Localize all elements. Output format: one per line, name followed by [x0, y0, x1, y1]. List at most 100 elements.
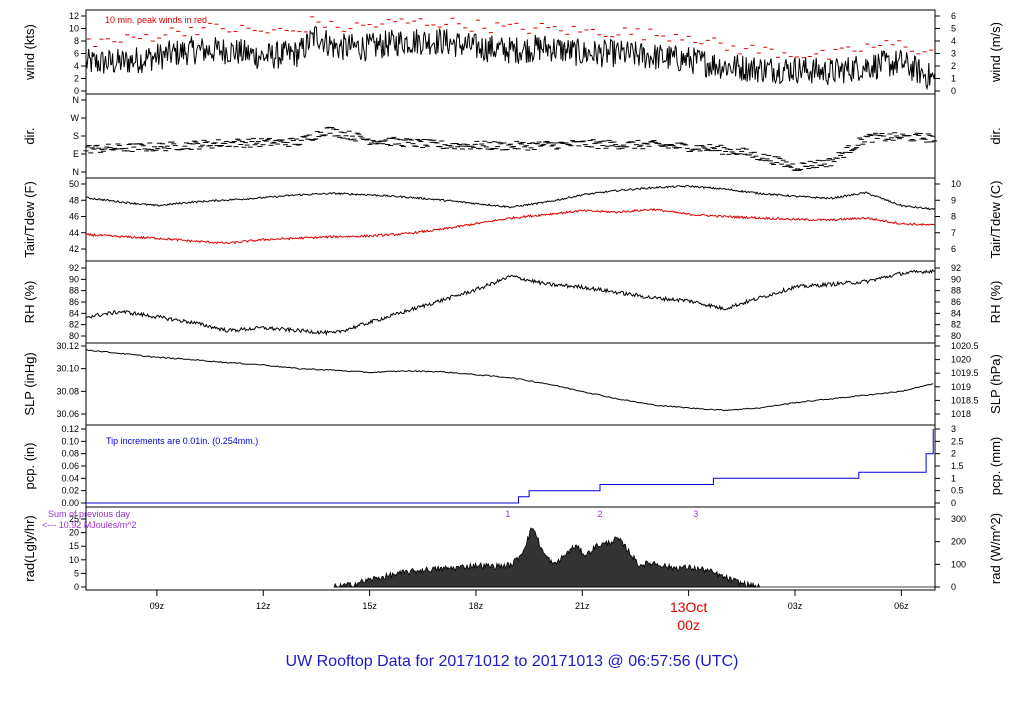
right-tick-label: 86 — [951, 297, 961, 307]
left-tick-label: 5 — [74, 568, 79, 578]
dew-point-line — [85, 207, 935, 245]
left-tick-label: 0 — [74, 86, 79, 96]
left-tick-label: 0.12 — [61, 424, 79, 434]
left-tick-label: 10 — [69, 24, 79, 34]
left-tick-label: 80 — [69, 331, 79, 341]
peak-wind-note: 10 min. peak winds in red — [105, 15, 207, 25]
right-tick-label: 300 — [951, 514, 966, 524]
left-tick-label: 30.10 — [56, 364, 79, 374]
left-tick-label: E — [73, 149, 79, 159]
right-tick-label: 1019 — [951, 382, 971, 392]
right-tick-label: 9 — [951, 195, 956, 205]
right-tick-label: 88 — [951, 286, 961, 296]
x-tick-label: 21z — [575, 601, 590, 611]
right-tick-label: 2.5 — [951, 436, 964, 446]
right-tick-label: 0.5 — [951, 486, 964, 496]
rain-marker: 1 — [505, 509, 510, 519]
right-tick-label: 1018 — [951, 409, 971, 419]
y-axis-label-right: wind (m/s) — [988, 22, 1003, 83]
left-tick-label: 90 — [69, 274, 79, 284]
left-tick-label: 0.04 — [61, 473, 79, 483]
rain-marker: 3 — [693, 509, 698, 519]
left-tick-label: 0.10 — [61, 436, 79, 446]
right-tick-label: 10 — [951, 179, 961, 189]
left-tick-label: 0.06 — [61, 461, 79, 471]
right-tick-label: 7 — [951, 228, 956, 238]
x-tick-label: 15z — [362, 601, 377, 611]
left-tick-label: 92 — [69, 263, 79, 273]
left-tick-label: 30.08 — [56, 386, 79, 396]
panel-frame-5 — [85, 342, 936, 426]
left-tick-label: 48 — [69, 195, 79, 205]
right-tick-label: 1.5 — [951, 461, 964, 471]
left-tick-label: 2 — [74, 74, 79, 84]
right-tick-label: 1 — [951, 473, 956, 483]
right-tick-label: 1018.5 — [951, 395, 979, 405]
left-tick-label: N — [73, 167, 80, 177]
left-tick-label: N — [73, 95, 80, 105]
panel-frame-4 — [85, 260, 936, 344]
humidity-line — [85, 268, 935, 337]
date-label: 13Oct — [670, 599, 707, 615]
right-tick-label: 2 — [951, 61, 956, 71]
panel-frame-7 — [85, 506, 936, 591]
left-tick-label: 0.02 — [61, 486, 79, 496]
y-axis-label: rad(Lgly/hr) — [22, 515, 37, 581]
right-tick-label: 0 — [951, 498, 956, 508]
right-tick-label: 92 — [951, 263, 961, 273]
left-tick-label: 15 — [69, 541, 79, 551]
air-temperature-line — [85, 184, 935, 211]
left-tick-label: 12 — [69, 11, 79, 21]
wind-speed-line — [85, 25, 936, 91]
x-tick-label: 06z — [894, 601, 909, 611]
chart-title: UW Rooftop Data for 20171012 to 20171013… — [286, 653, 739, 670]
right-tick-label: 2 — [951, 449, 956, 459]
left-tick-label: 84 — [69, 308, 79, 318]
right-tick-label: 82 — [951, 320, 961, 330]
x-tick-label: 03z — [788, 601, 803, 611]
joules-note: <--- 10.92 MJoules/m^2 — [42, 520, 137, 530]
right-tick-label: 90 — [951, 274, 961, 284]
left-tick-label: W — [71, 113, 80, 123]
right-tick-label: 0 — [951, 582, 956, 592]
right-tick-label: 1019.5 — [951, 368, 979, 378]
right-tick-label: 1020 — [951, 355, 971, 365]
right-tick-label: 5 — [951, 24, 956, 34]
left-tick-label: 0.00 — [61, 498, 79, 508]
right-tick-label: 1020.5 — [951, 341, 979, 351]
pressure-line — [85, 348, 934, 412]
right-tick-label: 6 — [951, 244, 956, 254]
left-tick-label: 20 — [69, 528, 79, 538]
y-axis-label-right: Tair/Tdew (C) — [988, 180, 1003, 258]
y-axis-label: wind (kts) — [22, 24, 37, 81]
left-tick-label: 88 — [69, 286, 79, 296]
left-tick-label: 46 — [69, 212, 79, 222]
x-tick-label: 09z — [150, 601, 165, 611]
right-tick-label: 80 — [951, 331, 961, 341]
precipitation-line — [86, 429, 934, 504]
y-axis-label: RH (%) — [22, 281, 37, 324]
left-tick-label: 86 — [69, 297, 79, 307]
panel-frame-1 — [85, 9, 936, 95]
tip-increment-note: Tip increments are 0.01in. (0.254mm.) — [106, 436, 258, 446]
y-axis-label: Tair/Tdew (F) — [22, 181, 37, 258]
right-tick-label: 6 — [951, 11, 956, 21]
left-tick-label: 30.06 — [56, 409, 79, 419]
panel-frame-2 — [85, 93, 936, 179]
y-axis-label: SLP (inHg) — [22, 352, 37, 415]
right-tick-label: 4 — [951, 36, 956, 46]
left-tick-label: S — [73, 131, 79, 141]
rain-marker: 2 — [598, 509, 603, 519]
y-axis-label: pcp. (in) — [22, 443, 37, 490]
y-axis-label-right: SLP (hPa) — [988, 354, 1003, 414]
left-tick-label: 30.12 — [56, 341, 79, 351]
y-axis-label-right: rad (W/m^2) — [988, 513, 1003, 584]
left-tick-label: 0.08 — [61, 449, 79, 459]
left-tick-label: 42 — [69, 244, 79, 254]
y-axis-label-right: dir. — [988, 127, 1003, 144]
right-tick-label: 200 — [951, 537, 966, 547]
right-tick-label: 0 — [951, 86, 956, 96]
right-tick-label: 84 — [951, 308, 961, 318]
left-tick-label: 6 — [74, 49, 79, 59]
